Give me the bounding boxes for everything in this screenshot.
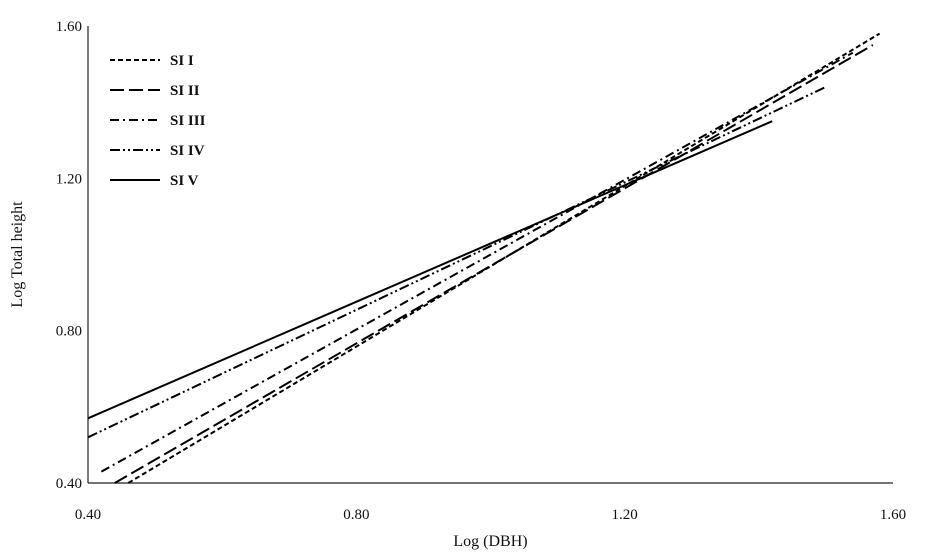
legend-label: SI I: [170, 53, 194, 69]
y-tick-label: 0.40: [56, 476, 82, 492]
series-line-3: [100, 51, 854, 473]
x-tick-label: 0.80: [343, 507, 369, 523]
legend-item: SI I: [110, 53, 194, 69]
series-line-2: [114, 44, 874, 484]
y-axis-title: Log Total height: [9, 201, 26, 308]
series-lines: [87, 32, 881, 484]
legend-label: SI IV: [170, 143, 205, 159]
y-tick-label: 0.80: [56, 324, 82, 340]
series-line-5: [87, 120, 773, 420]
y-tick-label: 1.20: [56, 171, 82, 187]
y-tick-label: 1.60: [56, 19, 82, 35]
legend-label: SI V: [170, 173, 199, 189]
x-tick-label: 0.40: [75, 507, 101, 523]
legend-item: SI IV: [110, 143, 205, 159]
legend-item: SI II: [110, 83, 200, 99]
x-tick-label: 1.60: [880, 507, 906, 523]
x-axis-ticks: 0.40 0.80 1.20 1.60: [75, 507, 906, 523]
series-line-4: [87, 85, 827, 439]
legend-label: SI III: [170, 113, 206, 129]
legend-label: SI II: [170, 83, 200, 99]
y-axis-ticks: 0.40 0.80 1.20 1.60: [56, 19, 82, 492]
legend: SI I SI II SI III SI IV SI V: [110, 53, 206, 189]
axes: [87, 26, 893, 484]
legend-item: SI V: [110, 173, 199, 189]
x-tick-label: 1.20: [612, 507, 638, 523]
legend-item: SI III: [110, 113, 206, 129]
x-axis-title: Log (DBH): [453, 533, 527, 550]
